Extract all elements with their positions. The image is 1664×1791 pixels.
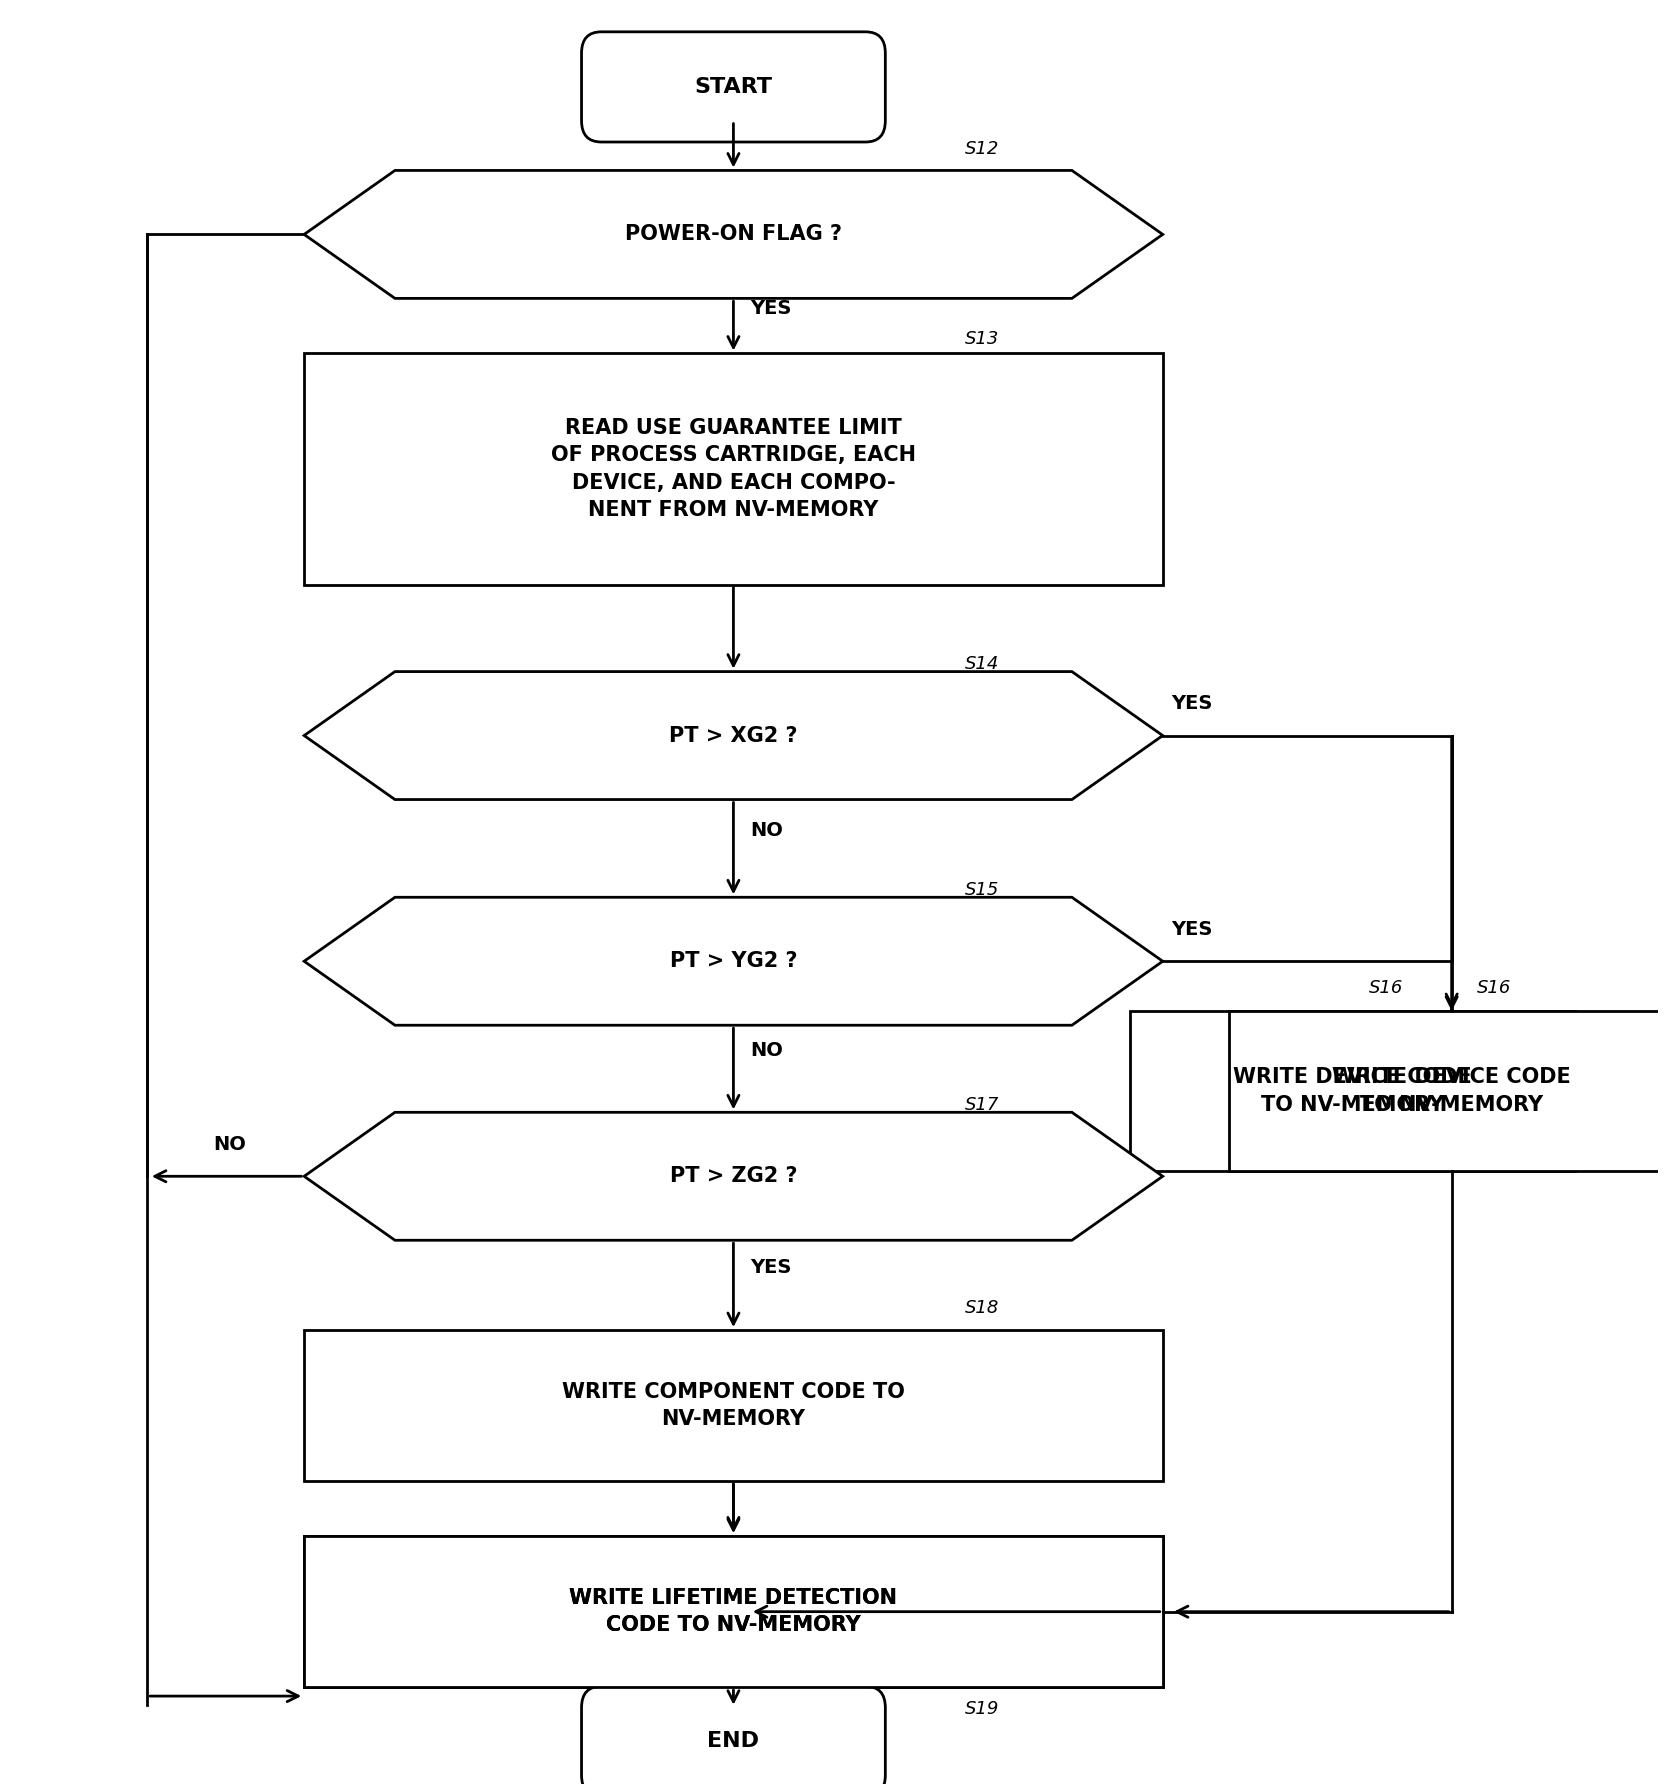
Text: S16: S16 <box>1476 980 1509 998</box>
Text: END: END <box>707 1732 759 1752</box>
Text: S15: S15 <box>963 881 998 899</box>
Text: YES: YES <box>1170 921 1211 938</box>
Text: NO: NO <box>213 1135 246 1153</box>
Text: S19: S19 <box>963 1700 998 1718</box>
Text: NO: NO <box>749 1042 782 1060</box>
Text: WRITE LIFETIME DETECTION
CODE TO NV-MEMORY: WRITE LIFETIME DETECTION CODE TO NV-MEMO… <box>569 1589 897 1635</box>
Text: S12: S12 <box>963 140 998 158</box>
Text: PT > XG2 ?: PT > XG2 ? <box>669 725 797 745</box>
Polygon shape <box>305 672 1161 799</box>
Text: START: START <box>694 77 772 97</box>
Bar <box>1128 1010 1574 1171</box>
Text: YES: YES <box>749 1257 790 1277</box>
Text: YES: YES <box>749 299 790 317</box>
Polygon shape <box>305 170 1161 299</box>
Bar <box>1228 1010 1664 1171</box>
FancyBboxPatch shape <box>581 1687 885 1791</box>
Text: WRITE DEVICE CODE
TO NV-MEMORY: WRITE DEVICE CODE TO NV-MEMORY <box>1331 1067 1571 1114</box>
Polygon shape <box>305 1112 1161 1239</box>
Text: WRITE COMPONENT CODE TO
NV-MEMORY: WRITE COMPONENT CODE TO NV-MEMORY <box>562 1383 904 1429</box>
Bar <box>305 353 1161 584</box>
Bar <box>305 1537 1161 1687</box>
Text: PT > YG2 ?: PT > YG2 ? <box>669 951 797 971</box>
Text: S18: S18 <box>963 1298 998 1316</box>
Bar <box>305 1331 1161 1481</box>
Text: WRITE DEVICE CODE
TO NV-MEMORY: WRITE DEVICE CODE TO NV-MEMORY <box>1233 1067 1471 1114</box>
Polygon shape <box>305 897 1161 1024</box>
Text: S14: S14 <box>963 656 998 673</box>
Bar <box>305 1537 1161 1687</box>
Text: NO: NO <box>749 820 782 840</box>
Text: S13: S13 <box>963 330 998 347</box>
Text: S16: S16 <box>1368 980 1403 998</box>
FancyBboxPatch shape <box>581 32 885 141</box>
Text: READ USE GUARANTEE LIMIT
OF PROCESS CARTRIDGE, EACH
DEVICE, AND EACH COMPO-
NENT: READ USE GUARANTEE LIMIT OF PROCESS CART… <box>551 417 915 519</box>
Text: WRITE LIFETIME DETECTION
CODE TO NV-MEMORY: WRITE LIFETIME DETECTION CODE TO NV-MEMO… <box>569 1589 897 1635</box>
Text: S17: S17 <box>963 1096 998 1114</box>
Text: PT > ZG2 ?: PT > ZG2 ? <box>669 1166 797 1186</box>
Text: YES: YES <box>1170 695 1211 713</box>
Text: POWER-ON FLAG ?: POWER-ON FLAG ? <box>624 224 842 244</box>
